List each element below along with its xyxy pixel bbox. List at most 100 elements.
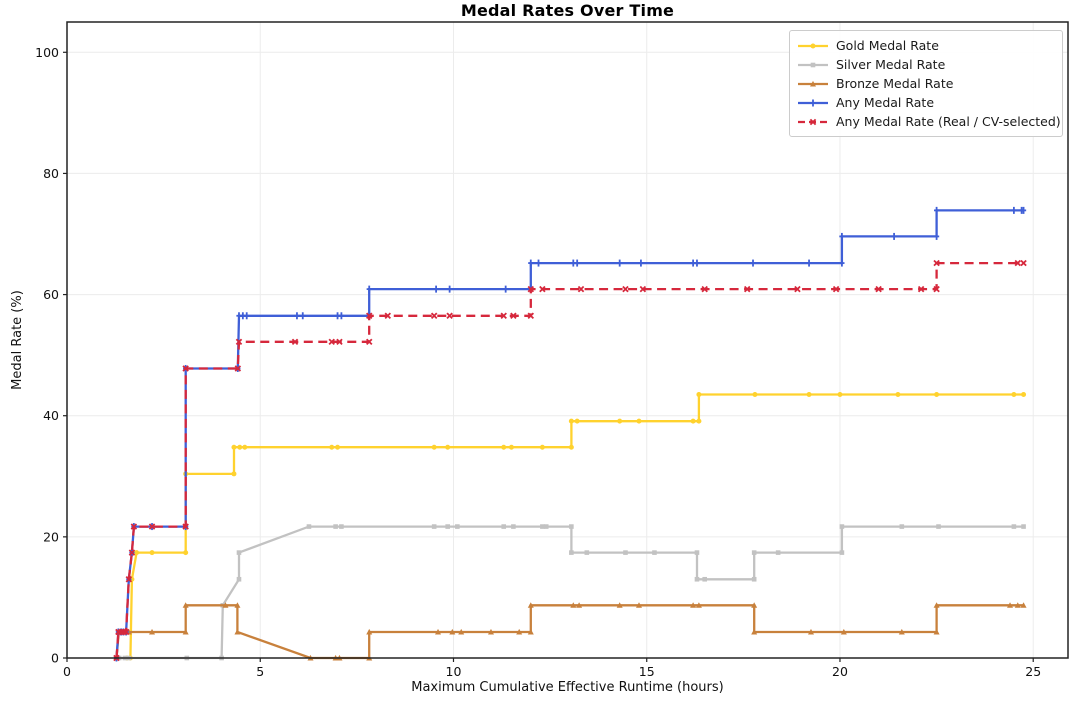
marker-bronze-medal-rate bbox=[527, 628, 534, 635]
marker-bronze-medal-rate bbox=[487, 628, 494, 635]
x-tick-label-0: 0 bbox=[63, 664, 71, 679]
marker-bronze-medal-rate bbox=[616, 602, 623, 608]
marker-gold-medal-rate bbox=[231, 444, 237, 450]
marker-bronze-medal-rate bbox=[366, 628, 373, 635]
marker-any-medal-rate-real-cv-selected bbox=[130, 523, 138, 530]
marker-silver-medal-rate bbox=[511, 524, 516, 529]
legend-label-any-medal-rate: Any Medal Rate bbox=[836, 95, 935, 110]
marker-any-medal-rate-real-cv-selected bbox=[291, 338, 299, 346]
marker-gold-medal-rate bbox=[231, 471, 237, 477]
x-tick-label-10: 10 bbox=[446, 664, 462, 679]
marker-bronze-medal-rate bbox=[182, 602, 189, 608]
marker-silver-medal-rate bbox=[899, 524, 905, 529]
marker-gold-medal-rate bbox=[568, 444, 574, 450]
marker-silver-medal-rate bbox=[839, 550, 845, 555]
legend-line-sample-any-medal-rate bbox=[798, 99, 828, 106]
marker-bronze-medal-rate bbox=[1007, 602, 1014, 608]
marker-bronze-medal-rate bbox=[1014, 602, 1021, 608]
marker-bronze-medal-rate bbox=[516, 628, 523, 635]
marker-any-medal-rate-real-cv-selected bbox=[701, 285, 708, 293]
legend-label-any-medal-rate-real-cv-selected: Any Medal Rate (Real / CV-selected) bbox=[836, 114, 1061, 129]
marker-gold-medal-rate bbox=[237, 444, 243, 450]
marker-silver-medal-rate bbox=[543, 524, 549, 529]
marker-silver-medal-rate bbox=[431, 524, 437, 529]
marker-bronze-medal-rate bbox=[690, 602, 697, 608]
marker-bronze-medal-rate bbox=[435, 628, 442, 635]
marker-silver-medal-rate bbox=[236, 576, 242, 582]
marker-bronze-medal-rate bbox=[527, 602, 534, 608]
marker-bronze-medal-rate bbox=[898, 628, 905, 635]
marker-any-medal-rate-real-cv-selected bbox=[875, 285, 882, 293]
marker-bronze-medal-rate bbox=[234, 628, 241, 635]
marker-silver-medal-rate bbox=[236, 550, 242, 555]
marker-any-medal-rate-real-cv-selected bbox=[430, 312, 438, 320]
series-line-bronze-medal-rate bbox=[115, 604, 1024, 660]
marker-gold-medal-rate bbox=[568, 418, 574, 424]
plot-border bbox=[66, 21, 1069, 659]
marker-bronze-medal-rate bbox=[234, 602, 241, 608]
marker-gold-medal-rate bbox=[242, 444, 248, 450]
legend-line-sample-any-medal-rate-real-cv-selected bbox=[798, 118, 828, 125]
marker-silver-medal-rate bbox=[694, 550, 700, 555]
marker-silver-medal-rate bbox=[652, 550, 657, 555]
series-line-any-medal-rate-real-cv-selected bbox=[115, 261, 1024, 659]
marker-gold-medal-rate bbox=[134, 550, 140, 556]
y-tick-label-20: 20 bbox=[43, 529, 59, 544]
marker-gold-medal-rate bbox=[617, 418, 623, 424]
x-tick-label-5: 5 bbox=[256, 664, 264, 679]
marker-any-medal-rate-real-cv-selected bbox=[1014, 259, 1021, 267]
legend-item-any-medal-rate-real-cv-selected: Any Medal Rate (Real / CV-selected) bbox=[797, 112, 1061, 131]
marker-any-medal-rate-real-cv-selected bbox=[832, 285, 840, 293]
marker-gold-medal-rate bbox=[501, 444, 507, 450]
legend-line-sample-silver-medal-rate bbox=[798, 62, 828, 67]
y-tick-label-100: 100 bbox=[35, 45, 59, 60]
legend-item-bronze-medal-rate: Bronze Medal Rate bbox=[797, 74, 1054, 93]
marker-gold-medal-rate bbox=[539, 444, 545, 450]
y-tick-label-80: 80 bbox=[43, 166, 59, 181]
marker-any-medal-rate-real-cv-selected bbox=[235, 338, 243, 346]
marker-any-medal-rate-real-cv-selected bbox=[527, 285, 535, 293]
marker-gold-medal-rate bbox=[696, 418, 702, 424]
marker-any-medal-rate-real-cv-selected bbox=[510, 312, 517, 320]
marker-gold-medal-rate bbox=[837, 392, 843, 398]
marker-silver-medal-rate bbox=[751, 550, 757, 555]
marker-gold-medal-rate bbox=[636, 418, 642, 424]
marker-silver-medal-rate bbox=[1021, 524, 1026, 529]
legend-label-silver-medal-rate: Silver Medal Rate bbox=[836, 57, 946, 72]
marker-bronze-medal-rate bbox=[840, 628, 847, 635]
marker-bronze-medal-rate bbox=[751, 628, 758, 635]
legend-label-gold-medal-rate: Gold Medal Rate bbox=[836, 38, 939, 53]
chart-title: Medal Rates Over Time bbox=[460, 1, 675, 20]
marker-silver-medal-rate bbox=[694, 576, 700, 582]
y-tick-label-60: 60 bbox=[43, 287, 59, 302]
marker-silver-medal-rate bbox=[569, 550, 574, 555]
marker-bronze-medal-rate bbox=[449, 628, 456, 635]
marker-any-medal-rate-real-cv-selected bbox=[182, 523, 189, 530]
marker-silver-medal-rate bbox=[584, 550, 590, 555]
marker-gold-medal-rate bbox=[574, 418, 580, 424]
legend-line-sample-gold-medal-rate bbox=[798, 43, 828, 48]
y-tick-label-40: 40 bbox=[43, 408, 59, 423]
marker-any-medal-rate-real-cv-selected bbox=[933, 285, 940, 293]
marker-bronze-medal-rate bbox=[933, 602, 940, 608]
marker-any-medal-rate-real-cv-selected bbox=[148, 523, 156, 530]
marker-bronze-medal-rate bbox=[570, 602, 577, 608]
marker-silver-medal-rate bbox=[1011, 524, 1017, 529]
x-tick-label-20: 20 bbox=[832, 664, 848, 679]
marker-any-medal-rate-real-cv-selected bbox=[527, 312, 535, 320]
marker-any-medal-rate-real-cv-selected bbox=[128, 549, 136, 556]
marker-any-medal-rate-real-cv-selected bbox=[500, 312, 507, 320]
marker-any-medal-rate-real-cv-selected bbox=[125, 576, 133, 583]
marker-any-medal-rate-real-cv-selected bbox=[794, 285, 801, 293]
legend-item-gold-medal-rate: Gold Medal Rate bbox=[797, 36, 1054, 55]
series-line-any-medal-rate bbox=[115, 209, 1024, 659]
legend-line-sample-bronze-medal-rate bbox=[798, 80, 828, 86]
marker-gold-medal-rate bbox=[752, 392, 758, 398]
marker-bronze-medal-rate bbox=[149, 628, 156, 635]
legend: Gold Medal Rate Silver Medal Rate Bronze M… bbox=[789, 30, 1063, 137]
marker-silver-medal-rate bbox=[702, 576, 708, 582]
marker-silver-medal-rate bbox=[775, 550, 781, 555]
marker-silver-medal-rate bbox=[839, 524, 845, 529]
marker-gold-medal-rate bbox=[806, 392, 812, 398]
